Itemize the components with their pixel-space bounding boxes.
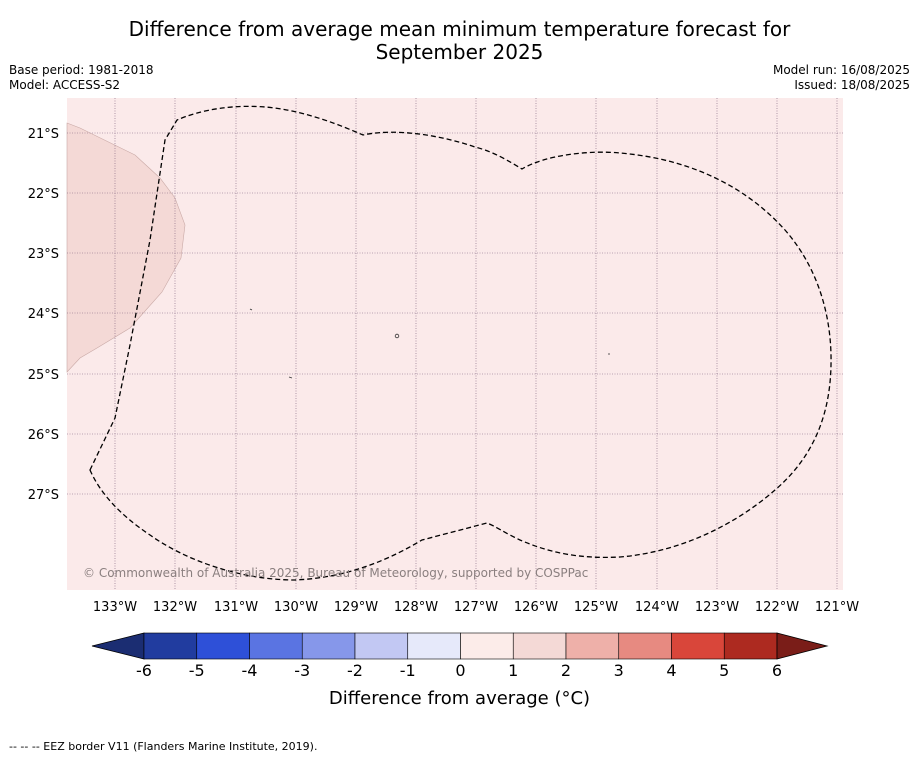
model-name: Model: ACCESS-S2 [9, 78, 121, 92]
lon-label: 131°W [214, 600, 258, 615]
colorbar-bin [301, 632, 356, 660]
map-background [67, 98, 843, 590]
island-3 [288, 376, 293, 379]
longitude-gridlines [114, 98, 838, 590]
colorbar-over-arrow [776, 632, 829, 660]
colorbar-tick-label: 3 [614, 661, 624, 680]
colorbar-tick-label: -2 [347, 661, 363, 680]
lon-label: 133°W [93, 600, 137, 615]
lat-label: 25°S [28, 368, 59, 383]
colorbar-bin [407, 632, 461, 660]
colorbar: -6 -5 -4 -3 -2 -1 0 1 2 3 4 5 6 [91, 632, 829, 680]
colorbar-bin [196, 632, 250, 660]
lon-label: 129°W [334, 600, 378, 615]
longitude-labels: 133°W 132°W 131°W 130°W 129°W 128°W 127°… [93, 600, 859, 615]
colorbar-bin [249, 632, 303, 660]
colorbar-bin [143, 632, 198, 660]
lat-label: 21°S [28, 127, 59, 142]
map-title: Difference from average mean minimum tem… [0, 18, 919, 64]
lon-label: 123°W [695, 600, 739, 615]
model-run: Model run: 16/08/2025 [772, 63, 910, 77]
colorbar-tick-label: 5 [719, 661, 729, 680]
warmer-anomaly-region [66, 122, 186, 373]
colorbar-tick-label: -3 [294, 661, 310, 680]
lat-label: 22°S [28, 187, 59, 202]
colorbar-bin [460, 632, 514, 660]
colorbar-tick-label: -6 [136, 661, 152, 680]
colorbar-tick-label: -1 [400, 661, 416, 680]
latitude-labels: 21°S 22°S 23°S 24°S 25°S 26°S 27°S [28, 127, 59, 503]
eez-footnote: -- -- -- EEZ border V11 (Flanders Marine… [9, 740, 318, 753]
colorbar-tick-label: 1 [508, 661, 518, 680]
base-period: Base period: 1981-2018 [9, 63, 154, 77]
colorbar-tick-label: 2 [561, 661, 571, 680]
lon-label: 130°W [274, 600, 318, 615]
lat-label: 23°S [28, 247, 59, 262]
meta-left: Base period: 1981-2018 Model: ACCESS-S2 [9, 63, 154, 93]
meta-right: Model run: 16/08/2025 Issued: 18/08/2025 [773, 63, 910, 93]
colorbar-bin [671, 632, 725, 660]
colorbar-bin [512, 632, 567, 660]
lon-label: 126°W [514, 600, 558, 615]
lon-label: 127°W [454, 600, 498, 615]
copyright-text: © Commonwealth of Australia 2025, Bureau… [83, 566, 588, 580]
colorbar-bin [618, 632, 672, 660]
lon-label: 121°W [815, 600, 859, 615]
colorbar-under-arrow [91, 632, 145, 660]
lon-label: 124°W [635, 600, 679, 615]
title-line-1: Difference from average mean minimum tem… [128, 17, 791, 41]
lon-label: 128°W [394, 600, 438, 615]
issued-date: Issued: 18/08/2025 [794, 78, 910, 92]
colorbar-tick-label: 0 [455, 661, 465, 680]
lat-label: 26°S [28, 428, 59, 443]
colorbar-tick-label: -5 [189, 661, 205, 680]
latitude-gridlines [67, 132, 843, 495]
colorbar-tick-label: 6 [772, 661, 782, 680]
colorbar-tick-label: -4 [242, 661, 258, 680]
lon-label: 125°W [574, 600, 618, 615]
lon-label: 122°W [755, 600, 799, 615]
eez-border [89, 105, 832, 581]
island-2 [394, 333, 400, 339]
colorbar-bin [354, 632, 409, 660]
title-line-2: September 2025 [375, 40, 544, 64]
colorbar-label: Difference from average (°C) [328, 688, 591, 709]
islands [249, 308, 610, 379]
colorbar-tick-label: 4 [666, 661, 676, 680]
lon-label: 132°W [153, 600, 197, 615]
colorbar-bin [565, 632, 620, 660]
lat-label: 24°S [28, 307, 59, 322]
colorbar-bin [723, 632, 778, 660]
lat-label: 27°S [28, 488, 59, 503]
island-1 [249, 308, 253, 311]
